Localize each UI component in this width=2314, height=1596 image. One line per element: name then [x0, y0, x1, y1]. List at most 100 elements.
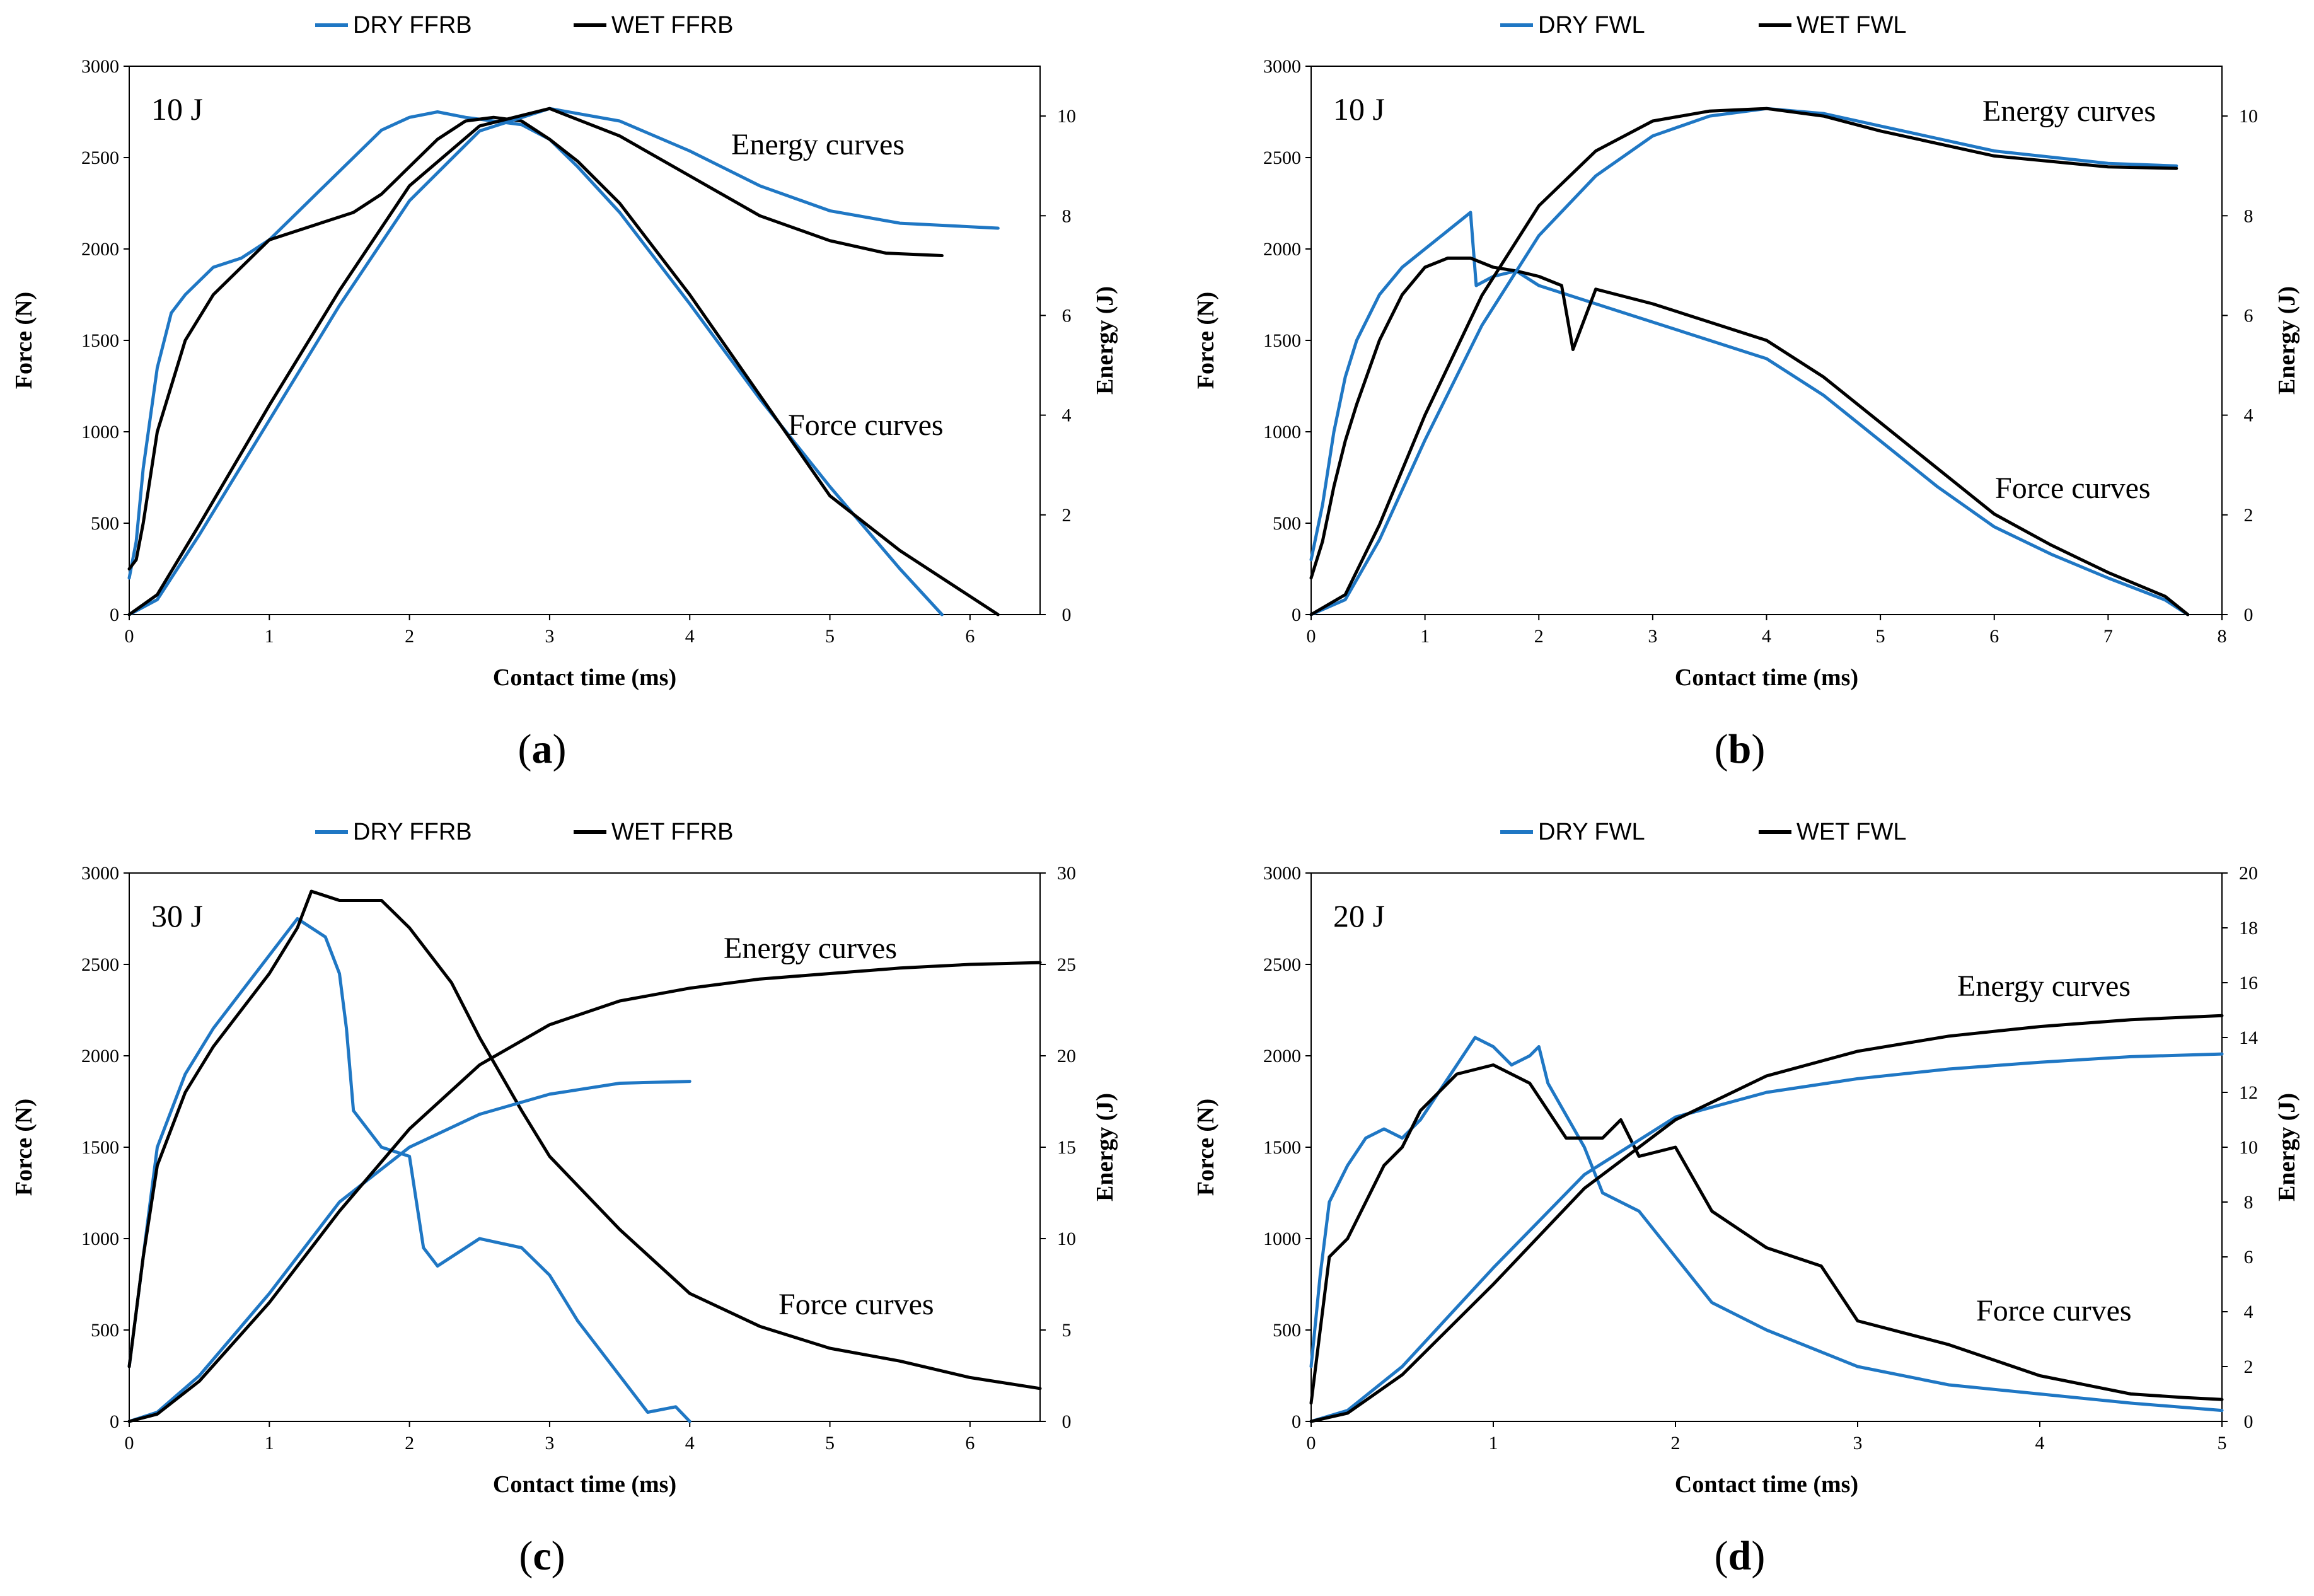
energy-series-dry-ffrb: [127, 1080, 691, 1423]
y2-tick-label: 12: [2239, 1082, 2258, 1103]
energy-curves-annotation: Energy curves: [1982, 95, 2156, 128]
y2-tick-label: 8: [2244, 205, 2253, 226]
y-tick-label: 2500: [1263, 954, 1301, 975]
y2-tick-label: 15: [1057, 1137, 1076, 1158]
energy-curves-annotation: Energy curves: [731, 128, 905, 161]
energy-series-dry-fwl: [1309, 1052, 2224, 1423]
panel-b: 0 1 2 3 4 5 6 7 80500100015002000250030000246810…: [1193, 12, 2300, 772]
caption-paren-close: ): [1751, 1533, 1765, 1579]
force-series-dry-ffrb: [127, 110, 944, 616]
caption-paren-open: (: [518, 726, 532, 772]
caption-paren-open: (: [1715, 726, 1728, 772]
y-tick-label: 0: [110, 1411, 119, 1432]
caption-letter: c: [533, 1533, 551, 1579]
x-tick-label: 3: [545, 626, 554, 647]
x-tick-label: 5: [825, 1433, 835, 1454]
caption-letter: d: [1728, 1533, 1752, 1579]
energy-series-wet-fwl: [1309, 107, 2178, 616]
x-tick-label: 2: [405, 1433, 414, 1454]
x-tick-label: 4: [685, 626, 695, 647]
panel-caption: (a): [518, 726, 567, 772]
y2-tick-label: 4: [1062, 405, 1072, 426]
legend-label: WET FFRB: [611, 819, 734, 845]
plot-frame: [129, 872, 1041, 1422]
y2-axis-title: Energy (J): [1092, 1093, 1118, 1201]
force-curves-annotation: Force curves: [778, 1288, 934, 1321]
force-series-wet-ffrb: [127, 115, 1000, 616]
panel-caption: (b): [1715, 726, 1766, 772]
x-tick-label: 6: [965, 626, 975, 647]
y2-tick-label: 14: [2239, 1027, 2258, 1048]
impact-energy-label: 10 J: [151, 91, 203, 127]
y2-tick-label: 18: [2239, 918, 2258, 939]
y2-tick-label: 2: [2244, 505, 2253, 526]
legend-label: DRY FWL: [1538, 819, 1645, 845]
y-tick-label: 500: [91, 1320, 119, 1341]
y-axis-title: Force (N): [1193, 292, 1219, 389]
y-tick-label: 2000: [81, 1046, 119, 1067]
y-axis-title: Force (N): [11, 1099, 37, 1196]
x-tick-label: 3: [1648, 626, 1657, 647]
x-tick-label: 0: [1307, 626, 1316, 647]
y2-tick-label: 25: [1057, 954, 1076, 975]
y2-tick-label: 8: [1062, 205, 1072, 226]
y-tick-label: 2000: [1263, 1046, 1301, 1067]
x-tick-label: 0: [125, 1433, 134, 1454]
y-tick-label: 3000: [81, 56, 119, 77]
y-tick-label: 1000: [81, 1229, 119, 1249]
y-tick-label: 2000: [1263, 239, 1301, 260]
y-tick-label: 0: [110, 604, 119, 625]
y-tick-label: 0: [1292, 1411, 1301, 1432]
energy-series-dry-fwl: [1309, 107, 2178, 616]
y2-tick-label: 10: [1057, 106, 1076, 127]
y-tick-label: 2500: [1263, 147, 1301, 168]
legend-label: WET FWL: [1796, 12, 1907, 38]
legend-label: WET FFRB: [611, 12, 734, 38]
y2-tick-label: 30: [1057, 863, 1076, 884]
x-tick-label: 1: [1420, 626, 1430, 647]
y2-tick-label: 6: [2244, 305, 2253, 326]
force-curves-annotation: Force curves: [1976, 1294, 2132, 1327]
y2-tick-label: 8: [2244, 1192, 2253, 1213]
x-axis-title: Contact time (ms): [493, 1471, 676, 1498]
y2-tick-label: 5: [1062, 1320, 1072, 1341]
y-tick-label: 3000: [1263, 56, 1301, 77]
y-tick-label: 1500: [1263, 330, 1301, 351]
x-tick-label: 2: [1671, 1433, 1681, 1454]
y-tick-label: 1500: [81, 1137, 119, 1158]
y2-tick-label: 10: [2239, 106, 2258, 127]
y2-axis-title: Energy (J): [2274, 286, 2300, 395]
y-axis-title: Force (N): [1193, 1099, 1219, 1196]
legend-label: WET FWL: [1796, 819, 1907, 845]
y2-tick-label: 2: [1062, 505, 1072, 526]
energy-curves-annotation: Energy curves: [1957, 969, 2131, 1003]
x-axis-title: Contact time (ms): [1675, 1471, 1858, 1498]
y2-tick-label: 20: [2239, 863, 2258, 884]
x-tick-label: 2: [405, 626, 414, 647]
y2-tick-label: 6: [2244, 1247, 2253, 1268]
x-tick-label: 7: [2103, 626, 2113, 647]
impact-energy-label: 30 J: [151, 898, 203, 934]
caption-paren-open: (: [519, 1533, 533, 1579]
legend-label: DRY FWL: [1538, 12, 1645, 38]
y-tick-label: 500: [91, 513, 119, 534]
y-tick-label: 500: [1273, 1320, 1301, 1341]
force-series-dry-ffrb: [127, 917, 691, 1423]
legend-label: DRY FFRB: [353, 819, 472, 845]
y-tick-label: 1500: [1263, 1137, 1301, 1158]
impact-energy-label: 10 J: [1333, 91, 1385, 127]
caption-paren-close: ): [1751, 726, 1765, 772]
y-tick-label: 1000: [1263, 1229, 1301, 1249]
energy-series-wet-ffrb: [127, 107, 944, 616]
y-axis-title: Force (N): [11, 292, 37, 389]
panel-a: 0 1 2 3 4 5 6 0 500 1000 1500 2000 2500 3000 0 2 4 6 8 10 Co…: [11, 12, 1118, 772]
x-tick-label: 1: [265, 626, 274, 647]
panel-caption: (c): [519, 1533, 565, 1579]
caption-letter: b: [1728, 726, 1752, 772]
x-tick-label: 8: [2218, 626, 2227, 647]
y-tick-label: 3000: [1263, 863, 1301, 884]
y2-tick-label: 0: [1062, 604, 1072, 625]
caption-paren-close: ): [553, 726, 567, 772]
x-tick-label: 5: [825, 626, 835, 647]
